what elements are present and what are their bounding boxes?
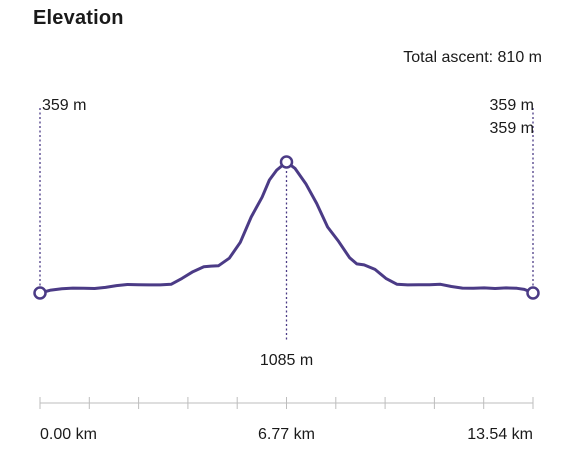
x-tick-label-2: 13.54 km <box>467 426 533 443</box>
x-tick-label-0: 0.00 km <box>40 426 97 443</box>
x-tick-label-1: 6.77 km <box>258 426 315 443</box>
total-ascent-label: Total ascent: 810 m <box>403 49 542 66</box>
marker-point-0[interactable] <box>33 286 47 300</box>
marker-label-0: 359 m <box>42 97 86 114</box>
marker-label-2: 359 m <box>490 97 534 114</box>
marker-label-2-secondary: 359 m <box>490 120 534 137</box>
chart-title: Elevation <box>33 7 124 29</box>
marker-label-1: 1085 m <box>260 352 313 369</box>
marker-point-2[interactable] <box>526 286 540 300</box>
marker-point-1[interactable] <box>279 155 294 169</box>
